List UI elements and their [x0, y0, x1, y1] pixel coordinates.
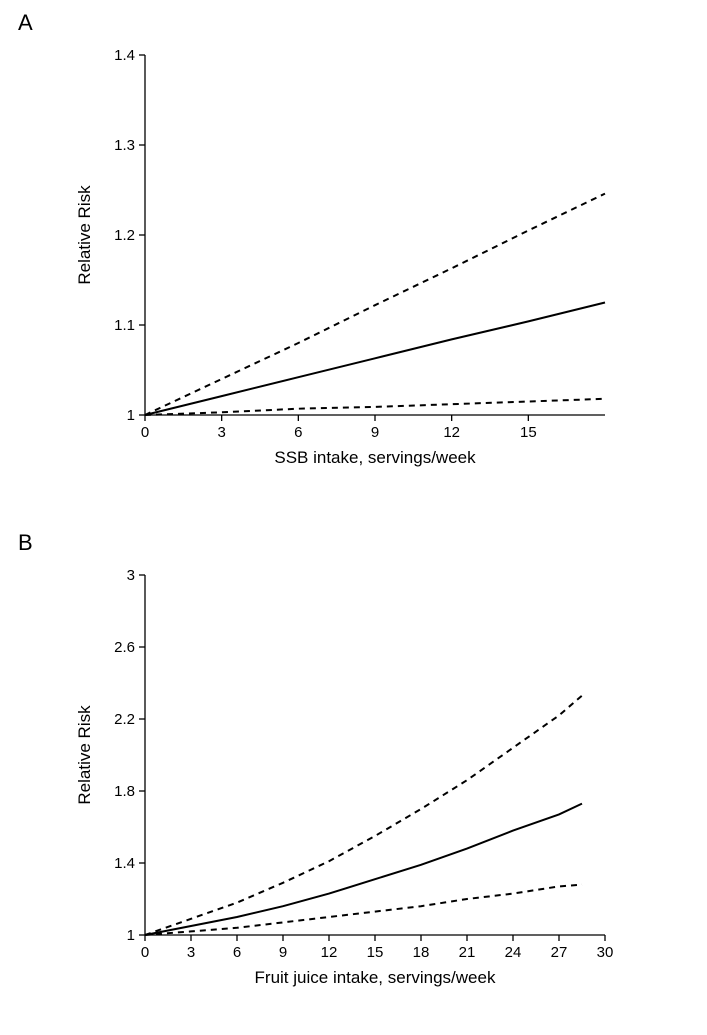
svg-text:15: 15 [367, 944, 384, 961]
svg-text:Relative Risk: Relative Risk [75, 705, 94, 805]
svg-text:Fruit juice intake, servings/w: Fruit juice intake, servings/week [255, 968, 496, 987]
svg-text:30: 30 [597, 944, 614, 961]
svg-text:1.3: 1.3 [114, 137, 135, 154]
svg-text:2.2: 2.2 [114, 711, 135, 728]
panel-b-label: B [18, 530, 33, 556]
svg-text:12: 12 [321, 944, 338, 961]
svg-text:12: 12 [443, 424, 460, 441]
svg-text:24: 24 [505, 944, 522, 961]
svg-text:9: 9 [371, 424, 379, 441]
panel-b-chart: 11.41.82.22.63036912151821242730Fruit ju… [60, 555, 650, 1000]
svg-text:27: 27 [551, 944, 568, 961]
svg-text:2.6: 2.6 [114, 639, 135, 656]
svg-text:SSB intake, servings/week: SSB intake, servings/week [274, 448, 476, 467]
svg-text:1: 1 [127, 407, 135, 424]
svg-text:15: 15 [520, 424, 537, 441]
svg-text:Relative Risk: Relative Risk [75, 185, 94, 285]
svg-text:1.1: 1.1 [114, 317, 135, 334]
svg-text:1.4: 1.4 [114, 47, 135, 64]
svg-text:1.8: 1.8 [114, 783, 135, 800]
svg-text:9: 9 [279, 944, 287, 961]
svg-text:3: 3 [187, 944, 195, 961]
svg-text:21: 21 [459, 944, 476, 961]
panel-a-label: A [18, 10, 33, 36]
svg-text:18: 18 [413, 944, 430, 961]
svg-text:3: 3 [217, 424, 225, 441]
svg-text:1.4: 1.4 [114, 855, 135, 872]
svg-text:3: 3 [127, 567, 135, 584]
svg-text:6: 6 [233, 944, 241, 961]
svg-text:1: 1 [127, 927, 135, 944]
svg-text:0: 0 [141, 944, 149, 961]
svg-text:6: 6 [294, 424, 302, 441]
svg-text:1.2: 1.2 [114, 227, 135, 244]
figure-page: A 1 1.1 1.2 1.3 1.4 0 3 6 9 12 15 SSB intake, servi… [0, 0, 707, 1035]
svg-text:0: 0 [141, 424, 149, 441]
panel-a-chart: 1 1.1 1.2 1.3 1.4 0 3 6 9 12 15 SSB intake, serving… [60, 35, 650, 480]
